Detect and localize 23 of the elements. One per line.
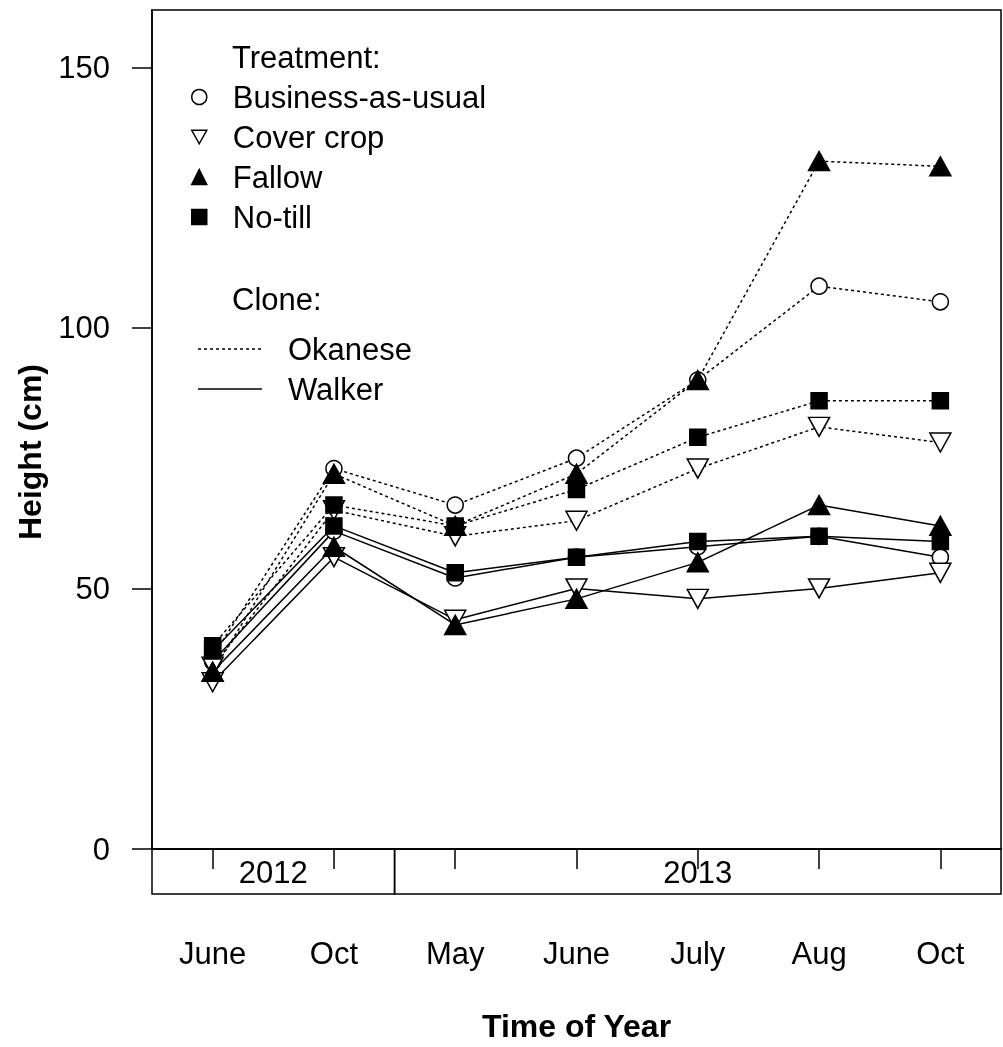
legend-title: Treatment:	[232, 39, 381, 75]
legend-label: Fallow	[232, 159, 323, 195]
legend-label: Cover crop	[232, 119, 385, 155]
x-tick-label: Oct	[309, 936, 359, 971]
annotation: Okanese	[288, 331, 413, 367]
x-tick-label: June	[179, 936, 247, 971]
y-tick-label: 150	[58, 49, 110, 85]
x-tick-label: June	[542, 936, 611, 971]
legend-label: Business-as-usual	[232, 79, 487, 115]
text: 2012	[238, 855, 308, 890]
x-tick-label: July	[670, 936, 726, 971]
y-tick-label: 100	[58, 310, 110, 346]
x-axis-title: Time of Year	[481, 1008, 672, 1044]
annotation: Walker	[288, 371, 384, 407]
x-tick-label: Aug	[791, 936, 847, 971]
text: 2013	[663, 855, 733, 890]
y-tick-label: 0	[92, 831, 110, 867]
legend-label: No-till	[232, 199, 312, 235]
annotation: Clone:	[232, 281, 322, 317]
x-tick-label: Oct	[916, 936, 965, 971]
x-tick-label: May	[425, 936, 485, 971]
y-tick-label: 50	[75, 570, 110, 606]
y-axis-title: Height (cm)	[12, 364, 48, 540]
